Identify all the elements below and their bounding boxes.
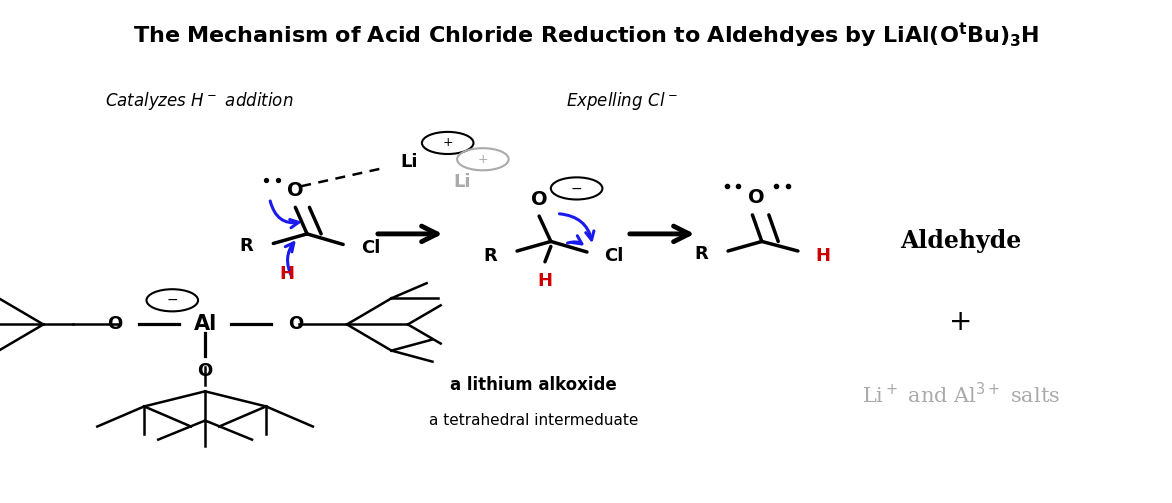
Text: Li: Li [454, 173, 471, 191]
Text: H: H [538, 272, 552, 290]
Text: +: + [949, 308, 973, 336]
Text: Li: Li [401, 153, 418, 171]
Text: Cl: Cl [361, 239, 380, 258]
Text: Li$^+$ and Al$^{3+}$ salts: Li$^+$ and Al$^{3+}$ salts [861, 382, 1061, 407]
Text: H: H [280, 265, 294, 283]
Text: R: R [239, 237, 253, 255]
Text: Aldehyde: Aldehyde [900, 229, 1022, 254]
Text: O: O [197, 362, 213, 380]
Text: a tetrahedral intermeduate: a tetrahedral intermeduate [429, 412, 638, 428]
Text: $\mathbf{The\ Mechanism\ of\ Acid\ Chloride\ Reduction\ to\ Aldehdyes\ by\ LiAl(: $\mathbf{The\ Mechanism\ of\ Acid\ Chlor… [132, 21, 1040, 50]
Text: Cl: Cl [605, 247, 624, 265]
Text: R: R [483, 247, 497, 265]
Text: O: O [107, 315, 122, 333]
Text: O: O [531, 190, 547, 209]
Text: O: O [287, 181, 304, 200]
Text: R: R [694, 244, 708, 263]
Text: −: − [166, 293, 178, 307]
Text: H: H [816, 247, 831, 265]
Text: −: − [571, 182, 582, 196]
Text: +: + [442, 136, 454, 149]
Text: +: + [477, 153, 489, 166]
Text: $\mathit{Catalyzes\ H^-\ addition}$: $\mathit{Catalyzes\ H^-\ addition}$ [105, 90, 294, 112]
Text: O: O [748, 188, 764, 207]
Text: $\mathit{Expelling\ Cl^-}$: $\mathit{Expelling\ Cl^-}$ [566, 90, 677, 112]
Text: Al: Al [193, 314, 217, 334]
Text: a lithium alkoxide: a lithium alkoxide [450, 376, 616, 394]
Text: O: O [288, 315, 304, 333]
